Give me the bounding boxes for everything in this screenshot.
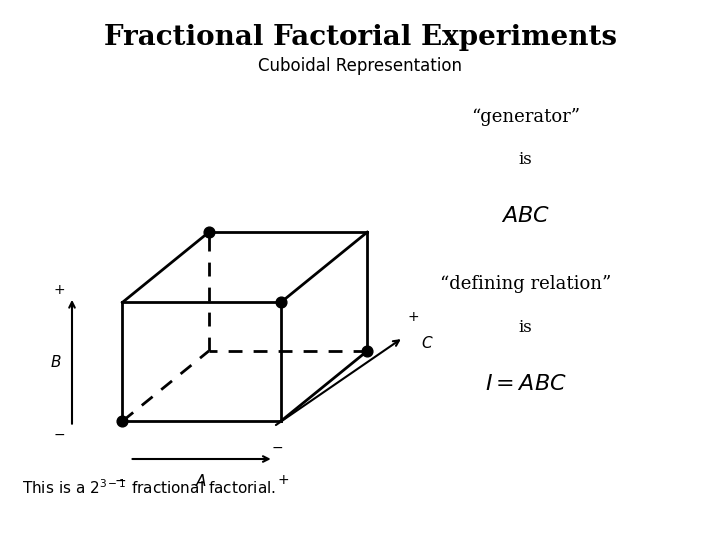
Text: “defining relation”: “defining relation”	[440, 275, 611, 293]
Text: $+$: $+$	[407, 310, 419, 324]
Text: “generator”: “generator”	[471, 108, 580, 126]
Point	[203, 228, 215, 237]
Text: This is a $2^{3-1}$ fractional factorial.: This is a $2^{3-1}$ fractional factorial…	[22, 478, 276, 497]
Text: is: is	[518, 319, 533, 335]
Point	[361, 347, 373, 355]
Text: $+$: $+$	[53, 283, 65, 297]
Point	[117, 417, 128, 426]
Text: is: is	[518, 151, 533, 168]
Text: Fractional Factorial Experiments: Fractional Factorial Experiments	[104, 24, 616, 51]
Text: $B$: $B$	[50, 354, 61, 370]
Text: $-$: $-$	[271, 440, 283, 454]
Text: $ABC$: $ABC$	[501, 205, 550, 227]
Text: $-$: $-$	[53, 427, 65, 441]
Text: $C$: $C$	[421, 335, 433, 351]
Text: $-$: $-$	[114, 472, 126, 487]
Text: $A$: $A$	[196, 472, 207, 489]
Point	[275, 298, 287, 307]
Text: $I=ABC$: $I=ABC$	[485, 373, 567, 395]
Text: Cuboidal Representation: Cuboidal Representation	[258, 57, 462, 75]
Text: $+$: $+$	[277, 472, 289, 487]
